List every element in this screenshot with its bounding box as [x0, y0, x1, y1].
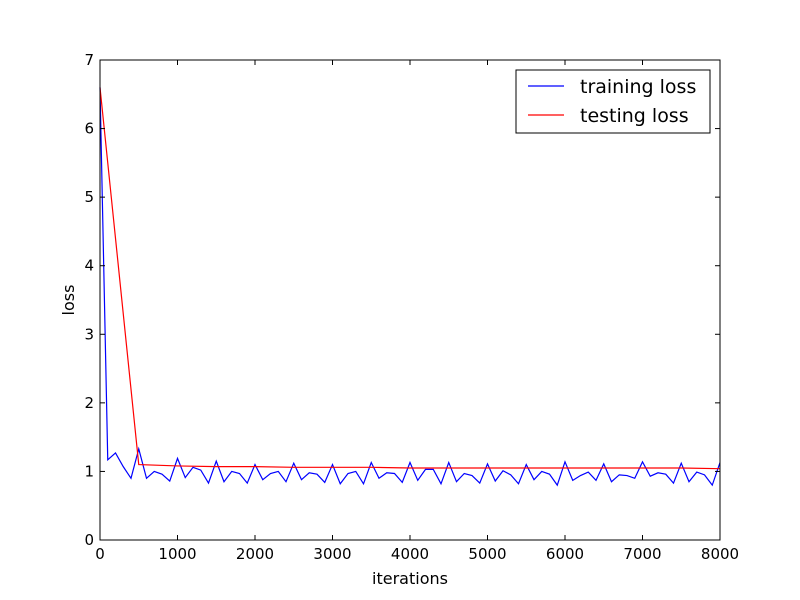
y-tick-label: 6 — [84, 120, 94, 138]
y-tick-label: 7 — [84, 51, 94, 69]
legend-box — [515, 69, 711, 134]
legend: training loss testing loss — [515, 69, 711, 134]
plot-frame — [99, 59, 721, 541]
x-tick-label: 8000 — [701, 545, 739, 563]
x-tick-label: 5000 — [468, 545, 506, 563]
ticks-layer: 0 1000 2000 3000 4000 5000 6000 7000 8000 0 1 2 3 4 5 6… — [84, 51, 739, 563]
x-tick-label: 3000 — [313, 545, 351, 563]
legend-label-testing-loss: testing loss — [580, 105, 689, 127]
x-tick-label: 6000 — [546, 545, 584, 563]
y-tick-label: 1 — [84, 462, 94, 480]
y-tick-label: 5 — [84, 188, 94, 206]
series-layer — [99, 87, 721, 487]
y-tick-label: 2 — [84, 394, 94, 412]
plot-area — [100, 60, 720, 540]
x-tick-label: 1000 — [158, 545, 196, 563]
x-tick-label: 4000 — [391, 545, 429, 563]
x-tick-label: 7000 — [623, 545, 661, 563]
y-tick-label: 4 — [84, 257, 94, 275]
x-tick-label: 0 — [95, 545, 105, 563]
series-line-testing-loss — [99, 87, 721, 470]
x-axis-label: iterations — [372, 569, 448, 588]
y-tick-label: 0 — [84, 531, 94, 549]
y-tick-label: 3 — [84, 325, 94, 343]
legend-label-training-loss: training loss — [580, 76, 696, 98]
x-tick-label: 2000 — [236, 545, 274, 563]
y-axis-label: loss — [59, 285, 78, 316]
series-line-training-loss — [99, 87, 721, 487]
